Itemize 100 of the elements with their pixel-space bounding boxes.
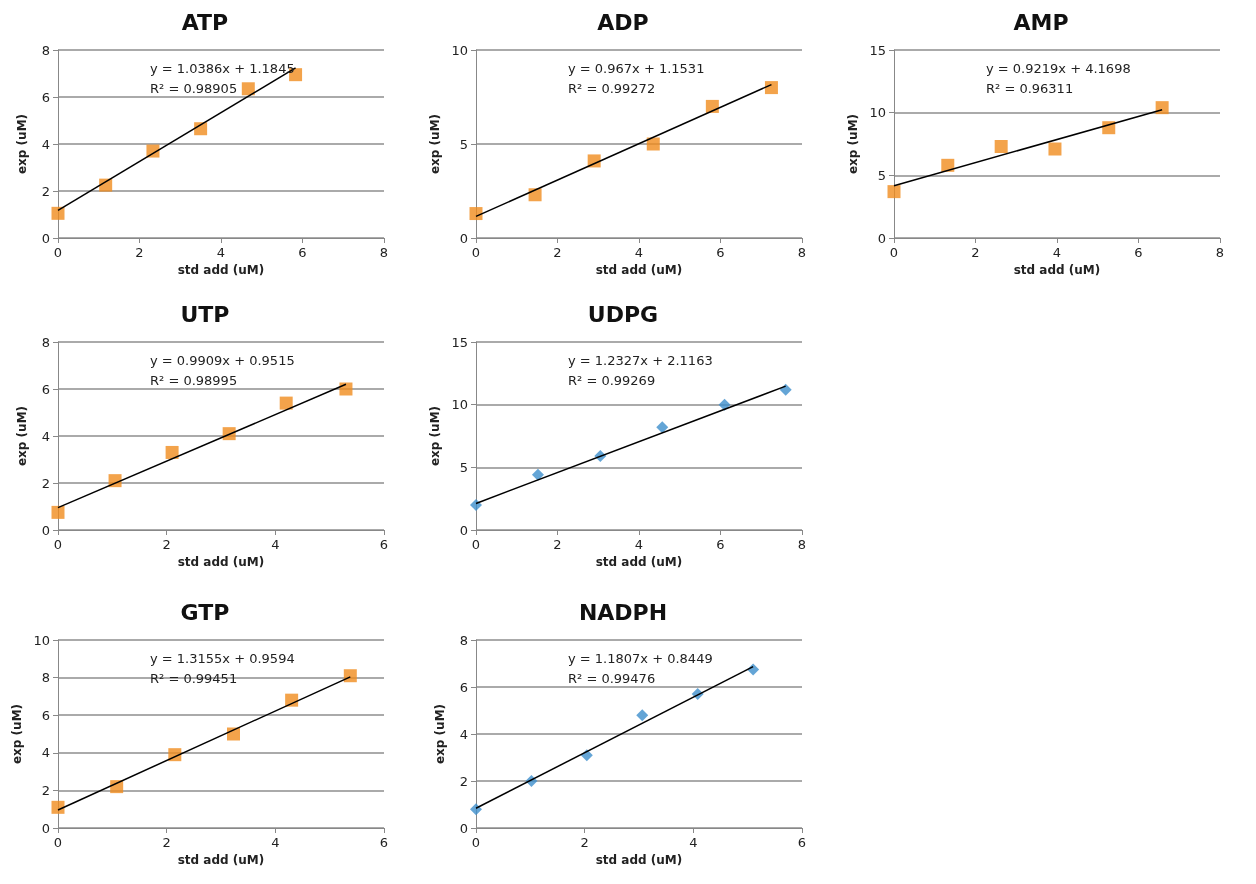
- x-tick-label: 6: [379, 537, 389, 552]
- point: [887, 185, 901, 199]
- annotation: R² = 0.96311: [986, 81, 1074, 96]
- y-axis-title: exp (uM): [433, 703, 447, 765]
- x-tick-label: 0: [889, 245, 899, 260]
- y-tick-label: 0: [877, 230, 886, 246]
- annotation: R² = 0.99476: [568, 671, 656, 686]
- x-tick-label: 6: [716, 537, 725, 552]
- y-tick-label: 6: [41, 707, 50, 723]
- y-axis-title: exp (uM): [9, 703, 24, 765]
- x-tick-label: 2: [971, 245, 980, 260]
- x-tick-label: 4: [1052, 245, 1062, 260]
- x-tick-label: 4: [271, 835, 280, 850]
- chart-title: UTP: [180, 301, 230, 327]
- annotation: y = 1.2327x + 2.1163: [568, 353, 713, 368]
- annotation: y = 0.9909x + 0.9515: [150, 353, 295, 368]
- x-axis-title: std add (uM): [177, 554, 265, 569]
- point: [343, 669, 357, 683]
- point: [531, 468, 544, 481]
- point: [779, 383, 792, 396]
- y-axis-title: exp (uM): [15, 113, 29, 175]
- point: [636, 709, 649, 722]
- y-tick-label: 0: [459, 820, 468, 836]
- x-tick-label: 2: [162, 537, 171, 552]
- x-axis-title: std add (uM): [177, 852, 265, 867]
- x-tick-label: 2: [553, 245, 562, 260]
- y-tick-label: 2: [41, 782, 50, 798]
- chart-title: GTP: [180, 599, 230, 625]
- x-tick-label: 0: [471, 835, 481, 850]
- x-tick-label: 8: [1215, 245, 1225, 260]
- chart-title: UDPG: [587, 301, 659, 327]
- x-axis-title: std add (uM): [595, 262, 683, 277]
- y-tick-label: 2: [41, 183, 50, 199]
- point: [165, 445, 179, 459]
- y-tick-label: 0: [459, 522, 468, 538]
- point: [1155, 101, 1169, 115]
- y-tick-label: 5: [459, 136, 468, 152]
- y-tick-label: 2: [41, 475, 50, 491]
- y-tick-label: 6: [41, 381, 50, 397]
- x-tick-label: 8: [379, 245, 389, 260]
- x-tick-label: 6: [298, 245, 307, 260]
- y-axis-title: exp (uM): [427, 113, 442, 175]
- y-tick-label: 4: [41, 428, 50, 444]
- x-tick-label: 0: [53, 835, 63, 850]
- annotation: y = 0.9219x + 4.1698: [986, 61, 1131, 76]
- x-tick-label: 2: [553, 537, 562, 552]
- annotation: R² = 0.98995: [150, 373, 238, 388]
- annotation: y = 1.0386x + 1.1845: [150, 61, 295, 76]
- x-axis-title: std add (uM): [177, 262, 265, 277]
- annotation: R² = 0.99269: [568, 373, 656, 388]
- x-axis-title: std add (uM): [1013, 262, 1101, 277]
- x-axis-title: std add (uM): [595, 852, 683, 867]
- x-tick-label: 4: [634, 245, 644, 260]
- x-tick-label: 6: [1134, 245, 1143, 260]
- x-tick-label: 8: [797, 245, 807, 260]
- y-tick-label: 2: [459, 773, 468, 789]
- y-tick-label: 4: [459, 726, 468, 742]
- x-tick-label: 4: [216, 245, 226, 260]
- x-tick-label: 6: [379, 835, 389, 850]
- point: [241, 82, 255, 96]
- point: [656, 421, 669, 434]
- x-axis-title: std add (uM): [595, 554, 683, 569]
- y-tick-label: 10: [451, 42, 468, 58]
- y-tick-label: 0: [41, 230, 50, 246]
- x-tick-label: 0: [53, 245, 63, 260]
- y-tick-label: 15: [451, 334, 468, 350]
- x-tick-label: 0: [471, 245, 481, 260]
- chart-title: AMP: [1013, 9, 1069, 35]
- y-axis-title: exp (uM): [427, 405, 442, 467]
- annotation: R² = 0.98905: [150, 81, 238, 96]
- y-tick-label: 8: [41, 670, 50, 686]
- point: [1048, 142, 1062, 156]
- x-tick-label: 4: [271, 537, 280, 552]
- y-tick-label: 8: [459, 632, 468, 648]
- x-tick-label: 4: [689, 835, 698, 850]
- y-tick-label: 10: [869, 105, 886, 121]
- y-tick-label: 0: [459, 230, 468, 246]
- x-tick-label: 2: [580, 835, 589, 850]
- x-tick-label: 8: [797, 537, 807, 552]
- y-tick-label: 8: [41, 334, 50, 350]
- y-tick-label: 10: [33, 632, 50, 648]
- y-tick-label: 4: [41, 136, 50, 152]
- chart-title: ADP: [597, 9, 649, 35]
- point: [470, 498, 482, 511]
- point: [718, 398, 731, 411]
- y-tick-label: 10: [451, 397, 468, 413]
- x-tick-label: 6: [797, 835, 807, 850]
- y-axis-title: exp (uM): [15, 405, 29, 467]
- chart-title: ATP: [181, 9, 229, 35]
- y-tick-label: 6: [459, 679, 468, 695]
- y-tick-label: 6: [41, 89, 50, 105]
- y-tick-label: 8: [41, 42, 50, 58]
- y-tick-label: 0: [41, 820, 50, 836]
- point: [339, 382, 353, 396]
- x-tick-label: 4: [634, 537, 644, 552]
- point: [469, 207, 483, 221]
- x-tick-label: 6: [716, 245, 725, 260]
- point: [51, 505, 65, 519]
- x-tick-label: 2: [135, 245, 144, 260]
- annotation: R² = 0.99451: [150, 671, 238, 686]
